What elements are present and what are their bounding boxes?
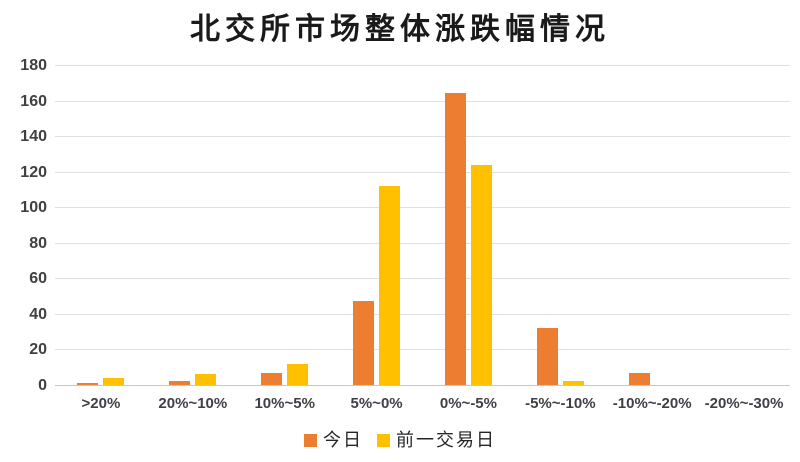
bar-prev-2: [287, 363, 309, 385]
ytick-label-0: 0: [38, 377, 47, 394]
gridline-40: [55, 313, 790, 315]
ytick-label-160: 160: [20, 92, 47, 110]
bar-today-1: [169, 381, 191, 385]
bar-prev-3: [379, 185, 401, 385]
chart-title: 北交所市场整体涨跌幅情况: [190, 13, 610, 46]
legend-swatch-prev: [377, 433, 390, 447]
legend-swatch-today: [304, 433, 317, 447]
ytick-label-140: 140: [20, 128, 47, 146]
legend-item-prev: 前一交易日: [377, 431, 496, 449]
gridline-80: [55, 242, 790, 244]
xtick-label-6: -10%~-20%: [612, 395, 692, 412]
ytick-label-20: 20: [29, 341, 47, 359]
bar-prev-5: [562, 381, 584, 385]
bar-today-2: [261, 372, 283, 385]
legend-label-prev: 前一交易日: [396, 430, 496, 450]
gridline-160: [55, 100, 790, 102]
ytick-label-120: 120: [20, 163, 47, 181]
plot-area: 0 20 40 60 80 100 120 140 160 180 >20% 20%~10% 10%~5…: [20, 58, 790, 411]
bar-prev-0: [103, 377, 125, 385]
bar-today-4: [444, 93, 466, 385]
gridline-180: [55, 65, 790, 66]
xtick-label-7: -20%~-30%: [704, 395, 784, 412]
bar-prev-4: [470, 164, 492, 385]
gridline-140: [55, 136, 790, 138]
bar-today-5: [536, 328, 558, 385]
gridline-120: [55, 171, 790, 173]
xtick-label-1: 20%~10%: [158, 395, 228, 412]
ytick-label-60: 60: [29, 270, 47, 288]
xtick-label-5: -5%~-10%: [525, 395, 596, 412]
bar-today-3: [353, 301, 375, 385]
ytick-label-80: 80: [29, 234, 47, 252]
bar-today-0: [77, 383, 99, 385]
xtick-label-4: 0%~-5%: [439, 395, 497, 412]
xtick-label-2: 10%~5%: [254, 395, 315, 412]
legend-label-today: 今日: [323, 430, 363, 450]
bar-prev-1: [195, 374, 217, 385]
ytick-label-40: 40: [29, 305, 47, 323]
xtick-label-3: 5%~0%: [350, 395, 403, 412]
x-axis-line: [55, 385, 790, 386]
legend-item-today: 今日: [304, 431, 363, 449]
ytick-label-180: 180: [20, 57, 47, 74]
gridline-60: [55, 278, 790, 280]
bar-today-6: [628, 372, 650, 385]
ytick-label-100: 100: [20, 199, 47, 217]
gridline-100: [55, 207, 790, 209]
legend: 今日 前一交易日: [0, 431, 800, 449]
gridline-20: [55, 349, 790, 351]
xtick-label-0: >20%: [81, 395, 121, 412]
